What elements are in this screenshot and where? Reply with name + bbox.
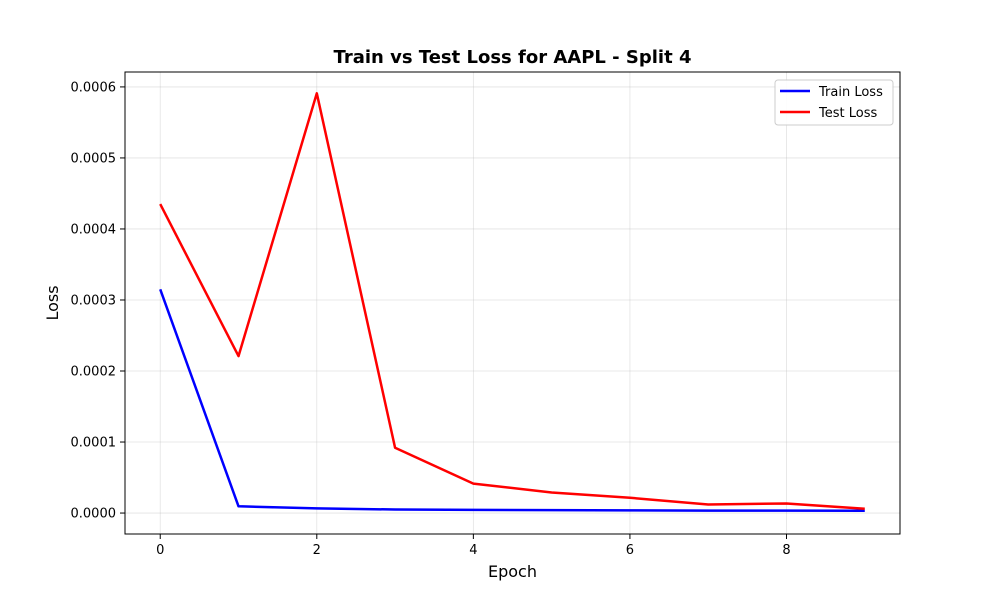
y-tick-label: 0.0003 [71, 293, 117, 308]
series-line-test-loss [159, 92, 865, 511]
legend: Train Loss Test Loss [774, 79, 894, 126]
series-lines [159, 92, 865, 512]
plot-area-frame [124, 71, 901, 535]
legend-label-test-loss: Test Loss [818, 106, 877, 121]
x-tick-label: 6 [626, 543, 634, 558]
y-tick-label: 0.0005 [71, 151, 117, 166]
y-tick-label: 0.0000 [71, 507, 117, 522]
x-tick-label: 2 [313, 543, 321, 558]
chart-title: Train vs Test Loss for AAPL - Split 4 [334, 47, 692, 68]
y-tick-label: 0.0002 [71, 365, 117, 380]
x-axis-title: Epoch [488, 562, 537, 581]
x-tick-label: 8 [782, 543, 790, 558]
x-tick-label: 0 [156, 543, 164, 558]
y-tick-label: 0.0006 [71, 80, 117, 95]
y-axis-title: Loss [43, 285, 62, 320]
y-tick-label: 0.0001 [71, 436, 117, 451]
axis-ticks: 0 2 4 6 8 0.0000 0.0001 0.0002 0.0003 0.0004 0.000… [71, 80, 791, 558]
legend-label-train-loss: Train Loss [818, 85, 883, 100]
y-tick-label: 0.0004 [71, 222, 117, 237]
x-tick-label: 4 [469, 543, 477, 558]
series-line-train-loss [159, 288, 865, 512]
